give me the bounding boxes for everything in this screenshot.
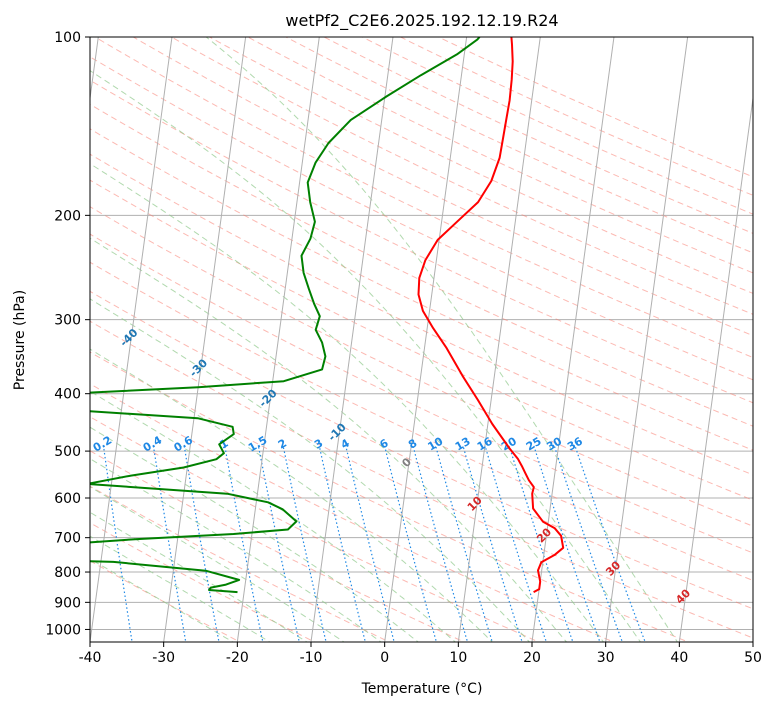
dry-adiabat — [323, 37, 753, 234]
isotherm-line — [605, 37, 689, 642]
y-tick-label: 900 — [54, 595, 81, 611]
dry-adiabat — [90, 206, 753, 527]
dry-adiabat — [246, 37, 753, 274]
moist-adiabat — [90, 426, 419, 642]
mixing-ratio-line — [508, 445, 574, 642]
x-tick-label: 0 — [380, 650, 389, 666]
mixing-ratio-line — [183, 445, 220, 642]
axis-ticks: -40 -30 -20 -10 0 10 20 30 40 50 1000 900 800 700 600 5… — [45, 30, 762, 666]
isotherm-line — [163, 37, 247, 642]
plot-frame — [89, 36, 754, 643]
dry-adiabat — [284, 37, 753, 254]
moist-adiabat — [90, 558, 234, 642]
y-tick-label: 300 — [54, 313, 81, 329]
x-tick-label: -40 — [79, 650, 102, 666]
dry-adiabat — [90, 233, 753, 554]
x-tick-label: 50 — [744, 650, 762, 666]
y-tick-label: 100 — [54, 30, 81, 46]
y-tick-label: 500 — [54, 444, 81, 460]
temperature-profile-line — [417, 37, 565, 593]
mixing-ratio-line — [484, 445, 547, 642]
dry-adiabat — [170, 37, 753, 315]
x-axis-label: Temperature (°C) — [361, 681, 483, 697]
isotherm-line — [90, 37, 99, 103]
dry-adiabat — [90, 153, 753, 476]
moist-adiabat — [90, 163, 605, 642]
isotherm-line — [236, 37, 320, 642]
y-axis-label: Pressure (hPa) — [12, 290, 28, 390]
x-tick-label: -30 — [152, 650, 175, 666]
dry-adiabat — [90, 179, 753, 501]
x-tick-label: -20 — [226, 650, 249, 666]
dry-adiabat — [94, 37, 753, 359]
x-tick-label: 40 — [670, 650, 688, 666]
isotherm-line — [457, 37, 541, 642]
y-tick-label: 1000 — [45, 622, 81, 638]
dry-adiabat — [90, 522, 316, 642]
dry-adiabat — [90, 79, 753, 404]
mixing-ratio-line — [462, 445, 523, 642]
profile-series — [90, 37, 565, 594]
moist-adiabat — [90, 70, 642, 642]
x-tick-label: 30 — [597, 650, 615, 666]
mixing-ratio-line — [318, 445, 366, 642]
moist-adiabat — [90, 348, 494, 642]
moist-adiabat — [90, 298, 531, 642]
isotherm-line — [678, 94, 753, 642]
dry-adiabat — [361, 37, 753, 215]
dry-adiabat — [132, 37, 753, 337]
isotherm-line — [384, 37, 468, 642]
mixing-ratio-line — [102, 445, 133, 642]
y-tick-label: 600 — [54, 491, 81, 507]
isotherm-line — [310, 37, 394, 642]
x-tick-label: 10 — [449, 650, 467, 666]
y-tick-label: 400 — [54, 387, 81, 403]
mixing-ratio-line — [224, 445, 264, 642]
dry-adiabat — [90, 103, 753, 427]
mixing-ratio-line — [282, 445, 327, 642]
y-tick-label: 700 — [54, 531, 81, 547]
isotherm-line — [531, 37, 615, 642]
mixing-ratio-line — [257, 445, 300, 642]
mixing-ratio-line — [152, 445, 187, 642]
moist-adiabat — [90, 486, 345, 642]
dry-adiabat — [208, 37, 753, 294]
moist-adiabat — [90, 511, 308, 642]
dry-adiabat — [90, 416, 541, 642]
moist-adiabat — [90, 458, 382, 642]
dry-adiabat — [90, 383, 615, 642]
dewpoint-profile-line — [90, 37, 481, 594]
mixing-ratio-line — [384, 445, 438, 642]
dry-adiabat — [90, 128, 753, 451]
y-tick-label: 200 — [54, 208, 81, 224]
moist-adiabat — [90, 535, 271, 642]
x-tick-label: -10 — [300, 650, 323, 666]
isotherm-label: -50 — [49, 290, 72, 313]
mixing-ratio-line — [533, 445, 601, 642]
moist-adiabat — [205, 37, 678, 642]
x-tick-label: 20 — [523, 650, 541, 666]
chart-title: wetPf2_C2E6.2025.192.12.19.R24 — [285, 11, 558, 31]
isotherm-label: -60 — [0, 243, 5, 266]
isotherm-line — [752, 638, 753, 642]
plot-background — [90, 37, 753, 642]
y-tick-label: 800 — [54, 565, 81, 581]
dry-adiabat — [90, 261, 753, 582]
background-lines — [90, 37, 753, 642]
dry-adiabat — [90, 290, 753, 610]
mixing-ratio-line — [345, 445, 395, 642]
